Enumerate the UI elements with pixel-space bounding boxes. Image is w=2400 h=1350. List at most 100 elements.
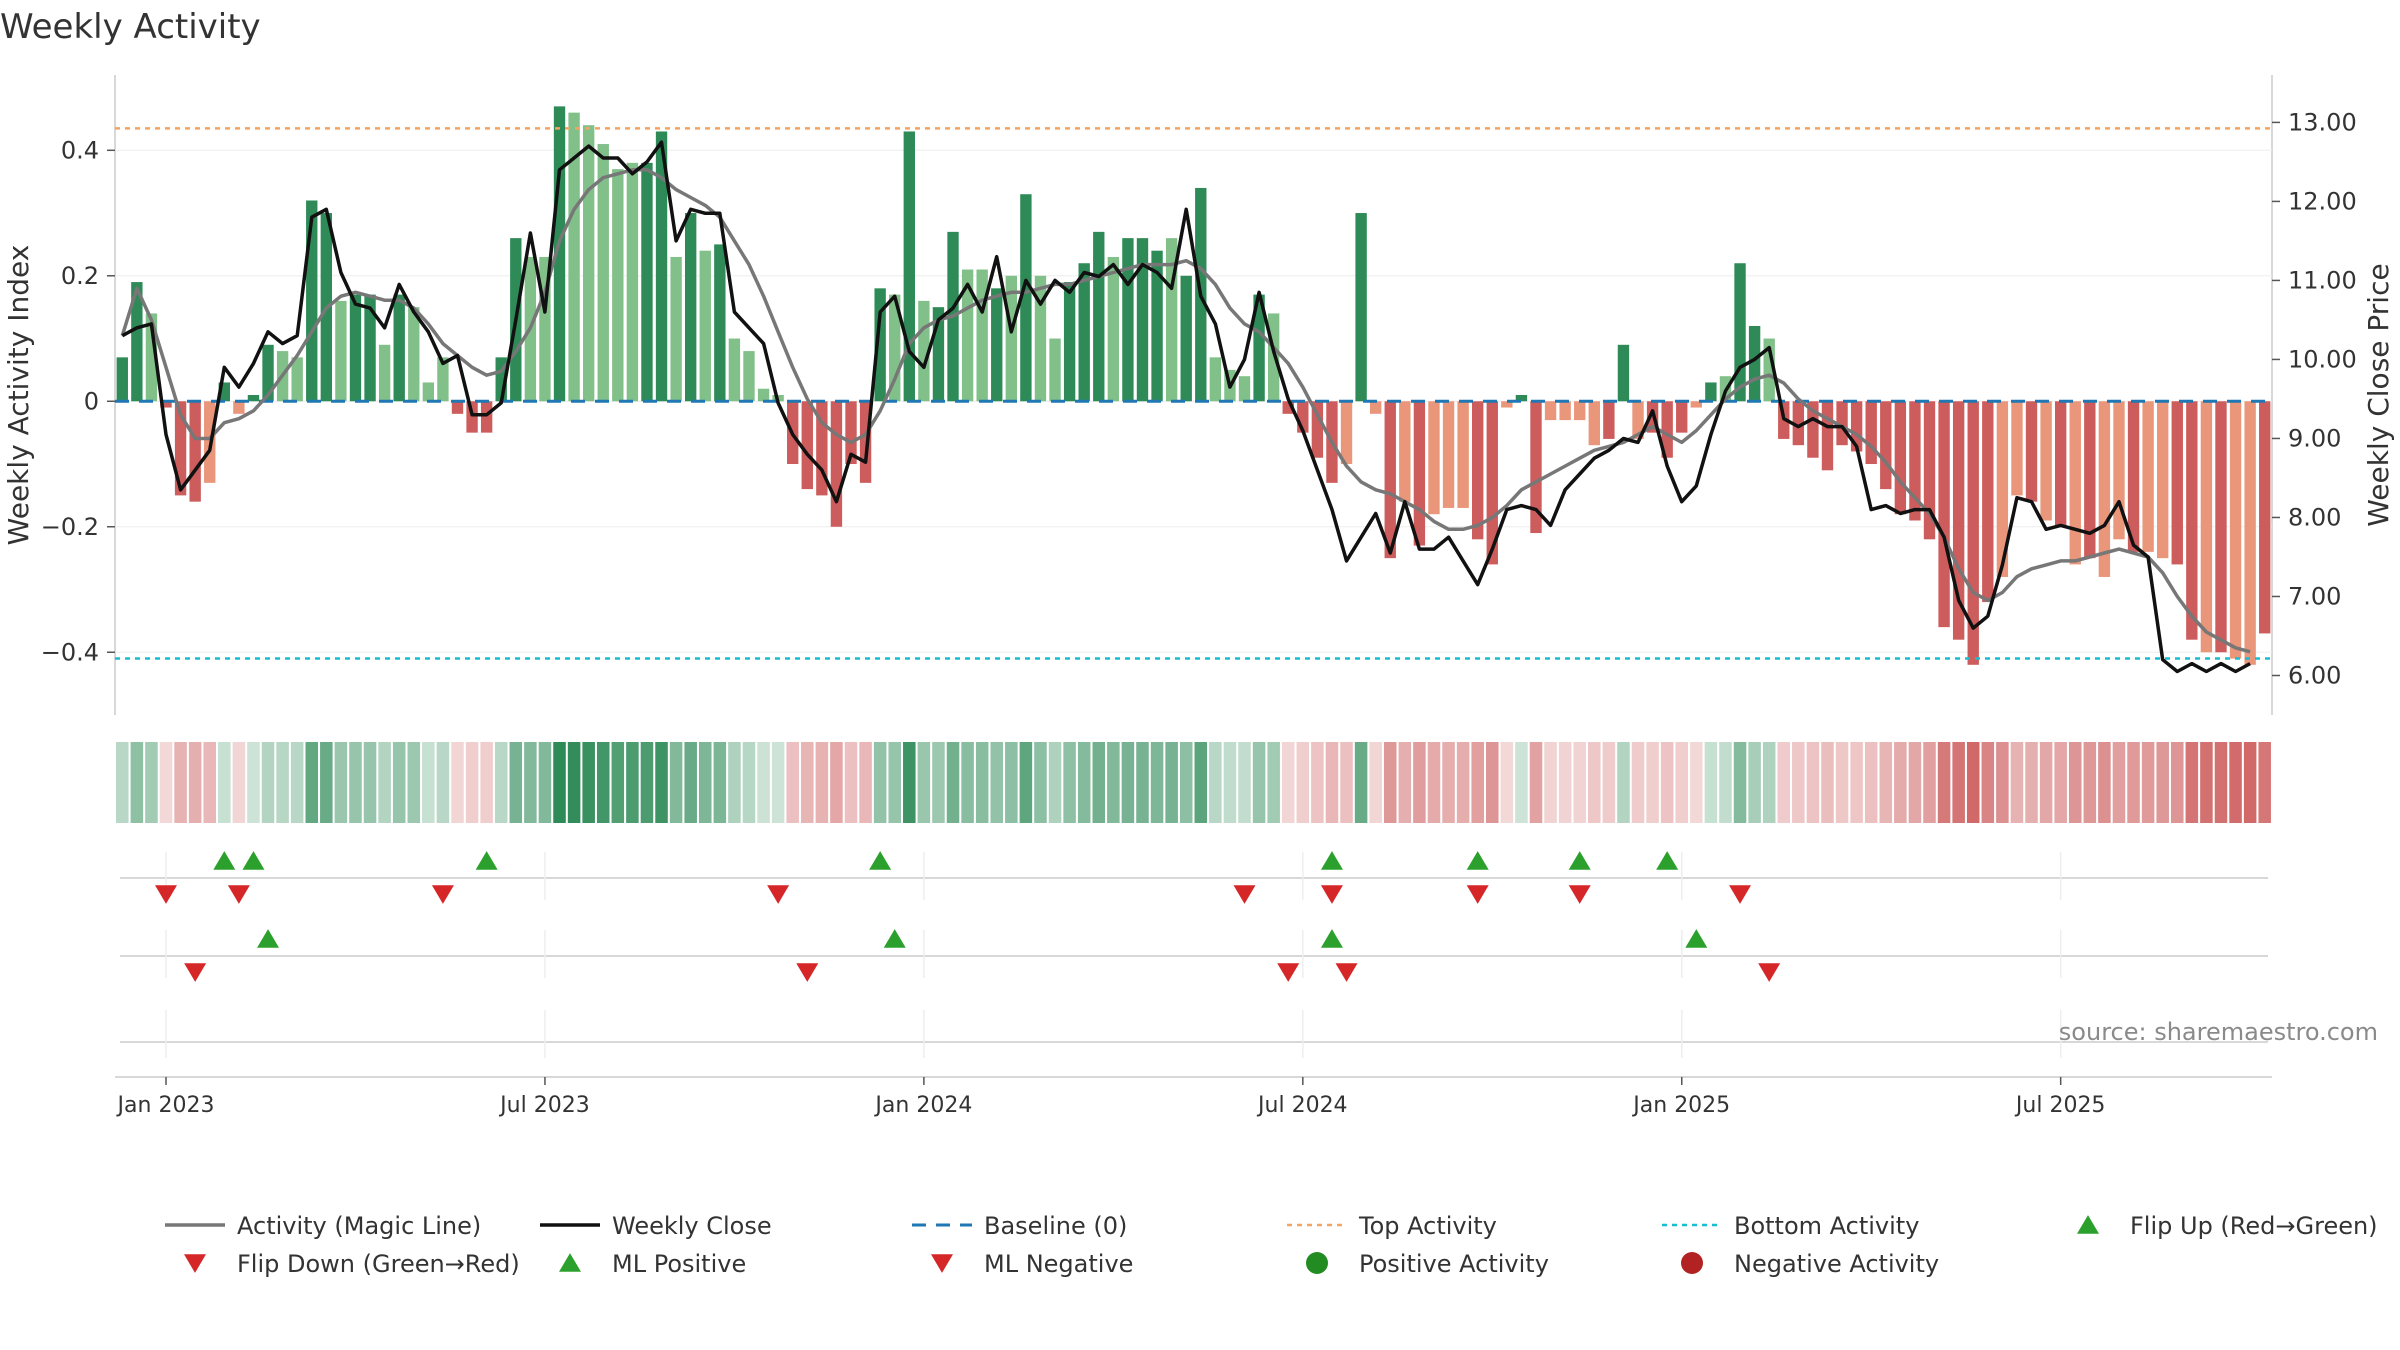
heat-cell [1354,742,1368,823]
heat-cell [2200,742,2213,823]
heat-cell [1762,742,1776,823]
heat-cell [1238,742,1251,823]
x-tick-label: Jan 2025 [1631,1093,1730,1118]
heat-cell [2258,742,2271,823]
activity-bar-negative [1661,401,1673,458]
activity-heat-strip [116,742,2271,823]
left-tick-label: −0.4 [41,638,99,666]
heat-cell [713,742,727,823]
activity-bar-negative [1850,401,1863,452]
weekly-close-line [121,140,2251,674]
heat-cell [1252,742,1266,823]
activity-bar-negative [2142,401,2154,552]
activity-bar-positive [626,162,639,402]
activity-bar-positive [393,294,405,402]
flip-up-marker [1320,851,1343,870]
heat-cell [844,742,858,823]
ml-positive-marker [1320,929,1343,948]
heat-cell [145,742,158,823]
chart-title: Weekly Activity [0,7,261,47]
heat-cell [261,742,275,823]
heat-cell [1267,742,1280,823]
heat-cell [684,742,697,823]
heat-cell [1835,742,1849,823]
activity-bar-positive [714,244,726,402]
heat-cell [1937,742,1951,823]
flip-down-marker [1568,885,1591,904]
activity-bar-negative [1821,401,1834,471]
heat-cell [407,742,421,823]
heat-cell [509,742,523,823]
right-tick-label: 11.00 [2288,266,2357,294]
activity-bar-negative [480,401,493,433]
activity-bar-negative [1544,401,1557,421]
left-tick-label: −0.2 [41,513,99,541]
activity-bar-negative [1982,401,1994,603]
flip-up-marker [475,851,498,870]
ml-positive-marker [257,929,280,948]
heat-cell [2039,742,2053,823]
heat-cell [1908,742,1922,823]
left-tick-label: 0.4 [61,136,99,164]
legend-swatch-dot [1306,1252,1328,1274]
flip-up-marker [1466,851,1489,870]
heat-cell [698,742,712,823]
heat-cell [1398,742,1412,823]
heat-cell [640,742,654,823]
activity-bar-negative [1632,401,1644,439]
activity-bar-negative [466,401,478,433]
heat-cell [1209,742,1222,823]
activity-bar-negative [1457,401,1469,508]
legend-label: Flip Up (Red→Green) [2130,1212,2378,1240]
left-tick-label: 0 [84,387,99,415]
activity-bar-positive [1078,263,1090,402]
heat-cell [1107,742,1120,823]
heat-cell [2229,742,2242,823]
activity-bar-negative [1472,401,1484,540]
activity-bar-negative [801,401,813,490]
activity-bar-negative [1690,401,1702,408]
activity-bar-negative [1297,401,1309,433]
activity-bar-negative [2098,401,2111,577]
activity-bar-negative [1574,401,1586,421]
right-axis-label: Weekly Close Price [2362,263,2395,526]
heat-cell [1413,742,1426,823]
heat-cell [538,742,552,823]
activity-bar-positive [1165,238,1178,402]
heat-cell [553,742,566,823]
activity-bar-positive [655,131,668,402]
activity-bar-positive [757,388,770,402]
heat-cell [1005,742,1018,823]
ml-positive-marker [1685,929,1708,948]
right-tick-label: 13.00 [2288,108,2357,136]
heat-cell [363,742,377,823]
heat-cell [1296,742,1310,823]
ml-negative-marker [1335,963,1358,982]
flip-up-marker [869,851,892,870]
activity-bar-negative [816,401,828,496]
activity-bar-positive [1763,338,1775,402]
legend-label: Negative Activity [1734,1250,1939,1278]
x-tick-label: Jan 2023 [116,1093,215,1118]
activity-bar-negative [830,401,843,527]
activity-bar-positive [612,169,624,402]
activity-bar-positive [364,294,376,402]
activity-bar-negative [1807,401,1819,458]
heat-cell [2010,742,2024,823]
activity-bar-positive [1063,282,1076,402]
activity-bar-negative [1588,401,1600,446]
activity-bar-positive [728,338,741,402]
activity-bar-positive [1151,250,1163,402]
activity-bar-negative [451,401,464,414]
heat-cell [1150,742,1164,823]
x-tick-label: Jan 2024 [873,1093,972,1118]
heat-cell [1092,742,1106,823]
heat-cell [917,742,931,823]
flip-up-marker [242,851,265,870]
legend-swatch-triangle-up [559,1253,581,1272]
activity-bar-negative [1311,401,1324,458]
activity-bar-negative [1428,401,1440,515]
activity-bar-negative [2157,401,2169,559]
heat-cell [2083,742,2097,823]
